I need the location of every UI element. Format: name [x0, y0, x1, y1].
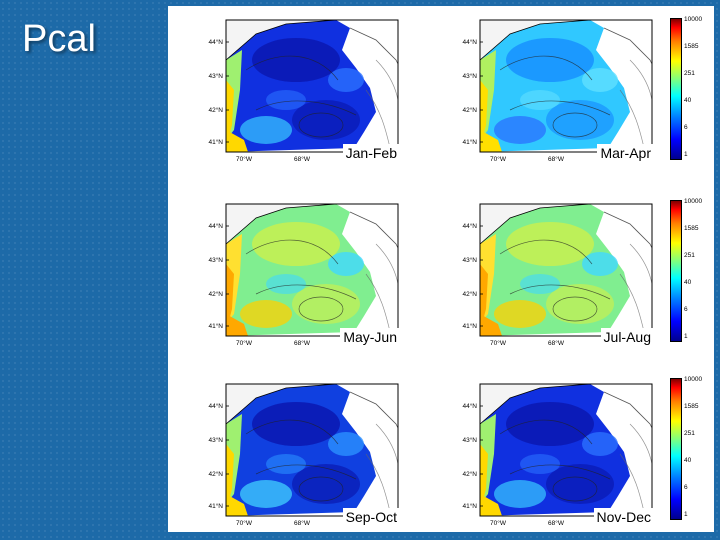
colorbar: 10000 1585 251 40 6 1: [670, 198, 716, 348]
lon-tick-label: 70°W: [490, 155, 507, 163]
colorbar-gradient: [670, 378, 682, 520]
colorbar-tick-label: 1: [684, 151, 688, 158]
colorbar-tick-label: 1585: [684, 225, 699, 232]
lat-tick-label: 41°N: [208, 502, 223, 510]
map-image: 44°N43°N42°N41°N70°W68°W66°W: [208, 383, 399, 527]
lon-tick-label: 70°W: [236, 519, 253, 527]
colorbar-gradient: [670, 18, 682, 160]
lat-tick-label: 44°N: [208, 38, 223, 46]
lon-tick-label: 68°W: [294, 519, 311, 527]
map-panel-jan-feb: 44°N43°N42°N41°N70°W68°W66°W Jan-Feb: [196, 14, 406, 170]
map-panel-jul-aug: 44°N43°N42°N41°N70°W68°W66°W Jul-Aug: [450, 198, 660, 354]
colorbar-tick-label: 6: [684, 306, 688, 313]
map-panel-sep-oct: 44°N43°N42°N41°N70°W68°W66°W Sep-Oct: [196, 378, 406, 534]
coastline-east: [603, 391, 653, 429]
colorbar-tick-label: 1: [684, 511, 688, 518]
bathymetry-contours: [499, 419, 653, 517]
lat-tick-label: 43°N: [208, 72, 223, 80]
lat-tick-label: 44°N: [462, 402, 477, 410]
coastline-east: [349, 211, 399, 249]
lat-tick-label: 44°N: [462, 38, 477, 46]
lat-tick-label: 41°N: [462, 502, 477, 510]
lat-tick-label: 41°N: [208, 322, 223, 330]
map-image: 44°N43°N42°N41°N70°W68°W66°W: [208, 203, 399, 347]
colorbar-tick-label: 40: [684, 279, 692, 286]
colorbar: 10000 1585 251 40 6 1: [670, 16, 716, 166]
figure-panel: 44°N43°N42°N41°N70°W68°W66°W Jan-Feb 44°…: [168, 6, 714, 532]
coastline-east: [349, 391, 399, 429]
map-panel-nov-dec: 44°N43°N42°N41°N70°W68°W66°W Nov-Dec: [450, 378, 660, 534]
month-label: May-Jun: [340, 328, 400, 346]
lat-tick-label: 41°N: [462, 322, 477, 330]
coastline-east: [603, 211, 653, 249]
colorbar-tick-label: 6: [684, 124, 688, 131]
colorbar-tick-label: 251: [684, 70, 695, 77]
coastline-east: [349, 27, 399, 65]
lon-tick-label: 68°W: [294, 339, 311, 347]
lon-tick-label: 70°W: [236, 339, 253, 347]
colorbar-tick-label: 1585: [684, 43, 699, 50]
lat-tick-label: 42°N: [208, 470, 223, 478]
month-label: Sep-Oct: [342, 508, 400, 526]
colorbar-tick-label: 251: [684, 430, 695, 437]
concentration-patches: [226, 402, 364, 516]
lon-tick-label: 70°W: [490, 339, 507, 347]
colorbar-tick-label: 1585: [684, 403, 699, 410]
colorbar-tick-label: 10000: [684, 198, 703, 205]
map-image: 44°N43°N42°N41°N70°W68°W66°W: [462, 383, 653, 527]
lat-tick-label: 41°N: [462, 138, 477, 146]
colorbar-tick-label: 251: [684, 252, 695, 259]
lon-tick-label: 68°W: [548, 155, 565, 163]
concentration-patches: [480, 222, 618, 336]
lon-tick-label: 70°W: [490, 519, 507, 527]
lat-tick-label: 43°N: [462, 256, 477, 264]
colorbar-gradient: [670, 200, 682, 342]
colorbar-tick-label: 6: [684, 484, 688, 491]
lon-tick-label: 68°W: [548, 339, 565, 347]
lat-tick-label: 42°N: [462, 106, 477, 114]
colorbar-tick-label: 40: [684, 97, 692, 104]
lat-tick-label: 42°N: [462, 470, 477, 478]
lat-tick-label: 43°N: [208, 436, 223, 444]
colorbar: 10000 1585 251 40 6 1: [670, 376, 716, 526]
month-label: Jan-Feb: [342, 144, 400, 162]
lon-tick-label: 70°W: [236, 155, 253, 163]
lat-tick-label: 44°N: [208, 402, 223, 410]
bathymetry-contours: [245, 55, 399, 153]
colorbar-tick-label: 10000: [684, 376, 703, 383]
concentration-patches: [226, 38, 364, 152]
lat-tick-label: 43°N: [462, 436, 477, 444]
lat-tick-label: 44°N: [208, 222, 223, 230]
lat-tick-label: 44°N: [462, 222, 477, 230]
month-label: Jul-Aug: [600, 328, 654, 346]
map-image: 44°N43°N42°N41°N70°W68°W66°W: [208, 19, 399, 163]
coastline-east: [603, 27, 653, 65]
lat-tick-label: 42°N: [208, 290, 223, 298]
lat-tick-label: 41°N: [208, 138, 223, 146]
concentration-patches: [226, 222, 364, 336]
colorbar-tick-label: 1: [684, 333, 688, 340]
month-label: Nov-Dec: [593, 508, 654, 526]
lat-tick-label: 42°N: [208, 106, 223, 114]
lat-tick-label: 42°N: [462, 290, 477, 298]
slide-title: Pcal: [22, 18, 96, 60]
map-image: 44°N43°N42°N41°N70°W68°W66°W: [462, 19, 653, 163]
lat-tick-label: 43°N: [208, 256, 223, 264]
map-image: 44°N43°N42°N41°N70°W68°W66°W: [462, 203, 653, 347]
lon-tick-label: 68°W: [548, 519, 565, 527]
lat-tick-label: 43°N: [462, 72, 477, 80]
lon-tick-label: 68°W: [294, 155, 311, 163]
map-panel-may-jun: 44°N43°N42°N41°N70°W68°W66°W May-Jun: [196, 198, 406, 354]
concentration-patches: [480, 38, 618, 152]
colorbar-tick-label: 40: [684, 457, 692, 464]
concentration-patches: [480, 402, 618, 516]
month-label: Mar-Apr: [597, 144, 654, 162]
map-panel-mar-apr: 44°N43°N42°N41°N70°W68°W66°W Mar-Apr: [450, 14, 660, 170]
colorbar-tick-label: 10000: [684, 16, 703, 23]
